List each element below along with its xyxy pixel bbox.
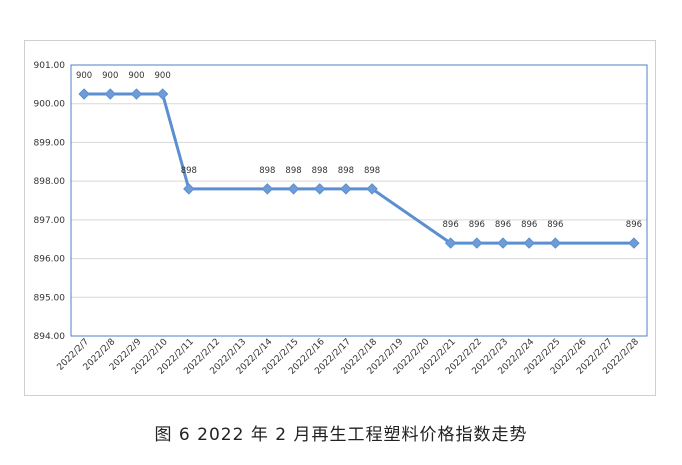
y-tick-label: 895.00 (34, 293, 66, 303)
data-label: 900 (155, 71, 171, 81)
data-label: 900 (128, 71, 144, 81)
data-label: 898 (364, 166, 380, 176)
data-point-marker (444, 237, 457, 249)
line-chart: 894.00 895.00 896.00 897.00 898.00 899.00 900.… (34, 61, 648, 377)
data-point-marker (183, 183, 195, 195)
data-point-marker (497, 237, 509, 249)
data-point-marker (78, 88, 90, 100)
data-point-marker (628, 237, 640, 249)
data-label: 898 (181, 166, 197, 176)
data-label: 896 (547, 220, 563, 230)
y-tick-label: 900.00 (34, 100, 66, 110)
figure-caption: 图 6 2022 年 2 月再生工程塑料价格指数走势 (154, 425, 528, 445)
data-label: 898 (259, 166, 275, 176)
data-label: 898 (285, 166, 301, 176)
data-label: 900 (76, 71, 92, 81)
y-tick-label: 901.00 (34, 61, 66, 71)
data-point-marker (104, 88, 116, 100)
data-point-marker (156, 88, 169, 100)
data-point-marker (261, 183, 274, 195)
axis-layer: 894.00 895.00 896.00 897.00 898.00 899.00 900.… (34, 61, 648, 377)
data-point-marker (130, 88, 143, 100)
data-point-marker (366, 183, 378, 195)
data-label: 896 (521, 220, 537, 230)
y-tick-label: 899.00 (34, 138, 66, 148)
chart-frame: 894.00 895.00 896.00 897.00 898.00 899.00 900.… (24, 40, 656, 396)
data-label: 896 (443, 220, 459, 230)
series-line (84, 92, 634, 245)
data-point-marker (287, 183, 300, 195)
data-label: 896 (495, 220, 511, 230)
data-point-marker (314, 183, 326, 195)
y-tick-label: 897.00 (34, 216, 66, 226)
y-tick-label: 894.00 (34, 332, 66, 342)
data-point-marker (523, 237, 535, 249)
label-layer: 900 900 900 900 898 898 898 898 898 898 896 896 896 8… (76, 71, 642, 230)
grid-layer (71, 64, 647, 298)
data-point-marker (340, 183, 352, 195)
plot-area-border (70, 64, 648, 337)
y-tick-label: 896.00 (34, 255, 66, 265)
data-point-marker (549, 237, 562, 249)
data-label: 896 (626, 220, 642, 230)
series-layer (78, 88, 640, 249)
data-label: 900 (102, 71, 118, 81)
data-label: 898 (338, 166, 354, 176)
data-label: 898 (312, 166, 328, 176)
data-label: 896 (469, 220, 485, 230)
data-point-marker (471, 237, 483, 249)
y-tick-label: 898.00 (34, 177, 66, 187)
